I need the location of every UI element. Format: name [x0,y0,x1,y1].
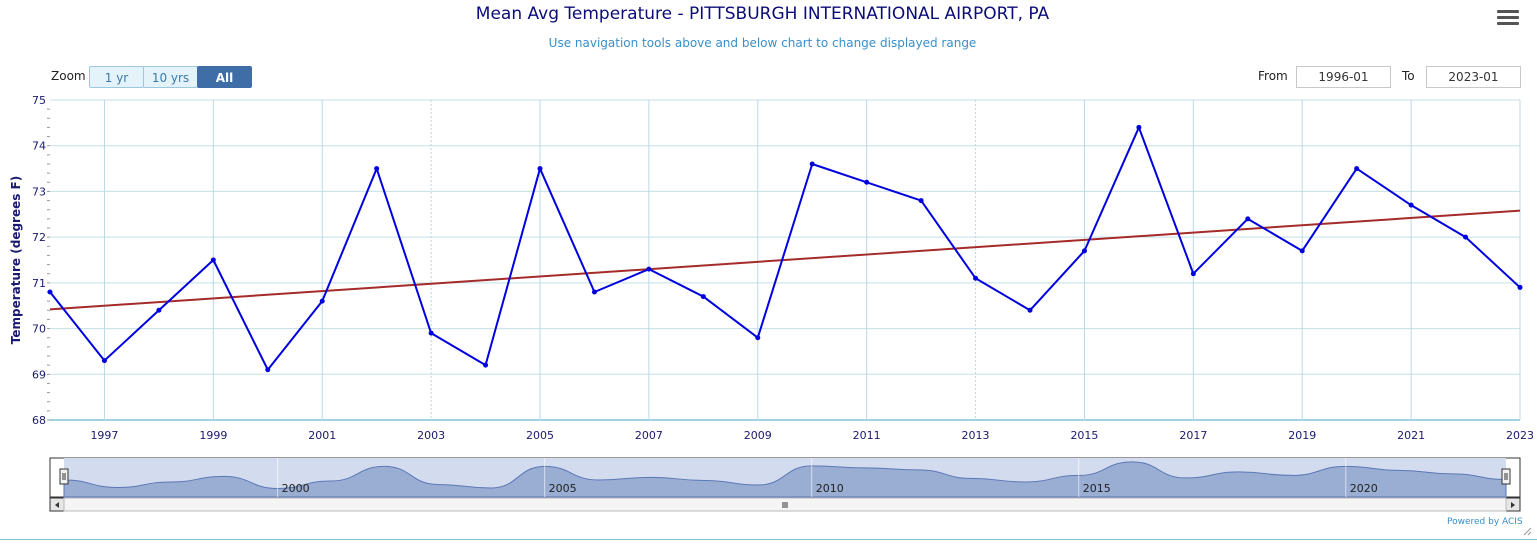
data-point [1517,284,1523,290]
series-line [49,126,1521,371]
navigator-label: 2010 [816,482,844,495]
data-point [374,166,380,172]
data-point [700,294,706,300]
data-point [973,275,979,281]
plot-grid [50,99,1521,421]
data-series [47,124,1523,373]
chart-subtitle: Use navigation tools above and below cha… [548,36,977,50]
data-point [1245,216,1251,222]
x-tick-label: 2009 [744,429,772,442]
data-point [1027,307,1033,313]
y-tick-label: 70 [32,323,46,336]
data-point [265,367,271,373]
navigator[interactable]: 2000 2005 2010 2015 2020 [49,457,1532,536]
x-tick-label: 2003 [417,429,445,442]
zoom-1yr-button[interactable]: 1 yr [89,66,144,88]
data-point [591,289,597,295]
data-point [809,161,815,167]
data-point [47,289,53,295]
data-point [1299,248,1305,254]
x-tick-label: 2023 [1506,429,1534,442]
data-point [1354,166,1360,172]
y-tick-label: 69 [32,368,46,381]
navigator-right-handle[interactable] [1501,468,1511,485]
data-point [646,266,652,272]
y-axis-label: Temperature (degrees F) [9,176,23,345]
zoom-label: Zoom [51,69,86,83]
range-from-input[interactable] [1296,66,1391,88]
zoom-all-button[interactable]: All [197,66,252,88]
data-point [319,298,325,304]
data-point [537,166,543,172]
scroll-right-arrow-icon [1511,502,1515,508]
y-axis: 68 69 70 71 72 73 74 75 [32,94,50,427]
scroll-left-arrow-icon [55,502,59,508]
x-tick-label: 2005 [526,429,554,442]
y-tick-label: 72 [32,231,46,244]
trend-line [49,209,1521,311]
range-from-label: From [1258,69,1288,83]
x-tick-label: 2001 [308,429,336,442]
range-to-label: To [1402,69,1415,83]
navigator-label: 2015 [1083,482,1111,495]
navigator-label: 2000 [282,482,310,495]
powered-by-link[interactable]: Powered by ACIS [1447,517,1523,527]
data-point [156,307,162,313]
y-tick-label: 75 [32,94,46,107]
x-tick-label: 2007 [635,429,663,442]
data-point [918,198,924,204]
data-point [101,358,107,364]
chart-title: Mean Avg Temperature - PITTSBURGH INTERN… [475,4,1050,24]
data-point [864,179,870,185]
navigator-label: 2005 [549,482,577,495]
x-tick-label: 2015 [1070,429,1098,442]
y-tick-label: 68 [32,414,46,427]
bottom-divider [0,539,1537,540]
x-tick-label: 2011 [853,429,881,442]
navigator-label: 2020 [1350,482,1378,495]
range-to-input[interactable] [1426,66,1521,88]
data-point [1463,234,1469,240]
y-tick-label: 71 [32,277,46,290]
data-point [210,257,216,263]
x-tick-label: 2017 [1179,429,1207,442]
x-tick-label: 2019 [1288,429,1316,442]
data-point [483,362,489,368]
data-point [755,335,761,341]
x-tick-label: 2013 [962,429,990,442]
y-tick-label: 73 [32,185,46,198]
zoom-10yrs-button[interactable]: 10 yrs [143,66,198,88]
y-tick-label: 74 [32,140,46,153]
data-point [428,330,434,336]
navigator-left-handle[interactable] [59,468,69,485]
hamburger-menu-icon[interactable] [1497,10,1519,30]
navigator-area [63,461,1507,498]
data-point [1081,248,1087,254]
x-tick-label: 2021 [1397,429,1425,442]
data-point [1408,202,1414,208]
data-point [1190,271,1196,277]
resize-grip-icon [1523,527,1532,536]
x-tick-label: 1997 [90,429,118,442]
data-point [1136,124,1142,130]
x-axis: 1997 1999 2001 2003 2005 2007 2009 2011 2013 2015… [90,429,1534,442]
trend-line-path [49,209,1521,311]
x-tick-label: 1999 [199,429,227,442]
